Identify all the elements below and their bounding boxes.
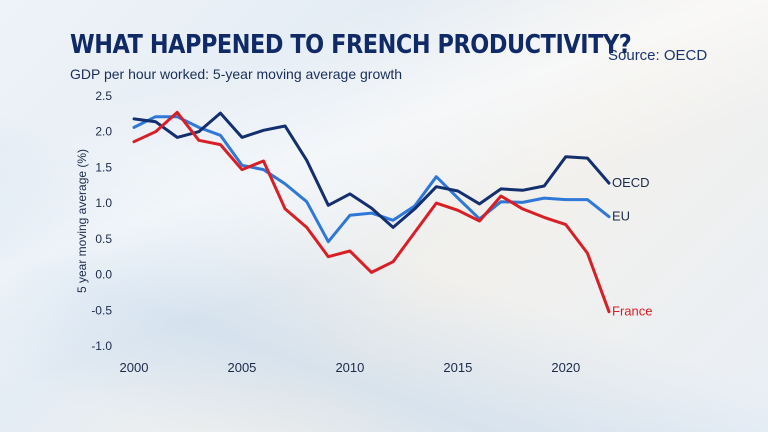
y-tick-label: 2.0 [95,125,112,139]
source-note: Source: OECD [608,47,708,64]
y-tick-label: 2.5 [95,89,112,103]
series-line-france [132,110,611,314]
x-tick-label: 2015 [443,360,472,375]
y-axis-label: 5 year moving average (%) [75,149,89,293]
series-label-eu: EU [612,209,630,224]
y-tick-label: 1.0 [95,196,112,210]
series-line-oecd [132,111,611,229]
y-tick-label: -0.5 [91,303,112,317]
x-tick-label: 2005 [227,360,256,375]
x-tick-label: 2000 [120,360,149,375]
series-label-france: France [612,304,652,319]
y-tick-label: -1.0 [91,339,112,353]
x-tick-label: 2020 [551,360,580,375]
series-line-eu [132,115,611,244]
chart-title: WHAT HAPPENED TO FRENCH PRODUCTIVITY? [70,30,632,60]
chart-subtitle: GDP per hour worked: 5-year moving avera… [70,66,403,82]
series-label-oecd: OECD [612,175,650,190]
x-tick-label: 2010 [335,360,364,375]
y-tick-label: 0.5 [95,232,112,246]
y-tick-label: 1.5 [95,160,112,174]
y-tick-label: 0.0 [95,268,112,282]
